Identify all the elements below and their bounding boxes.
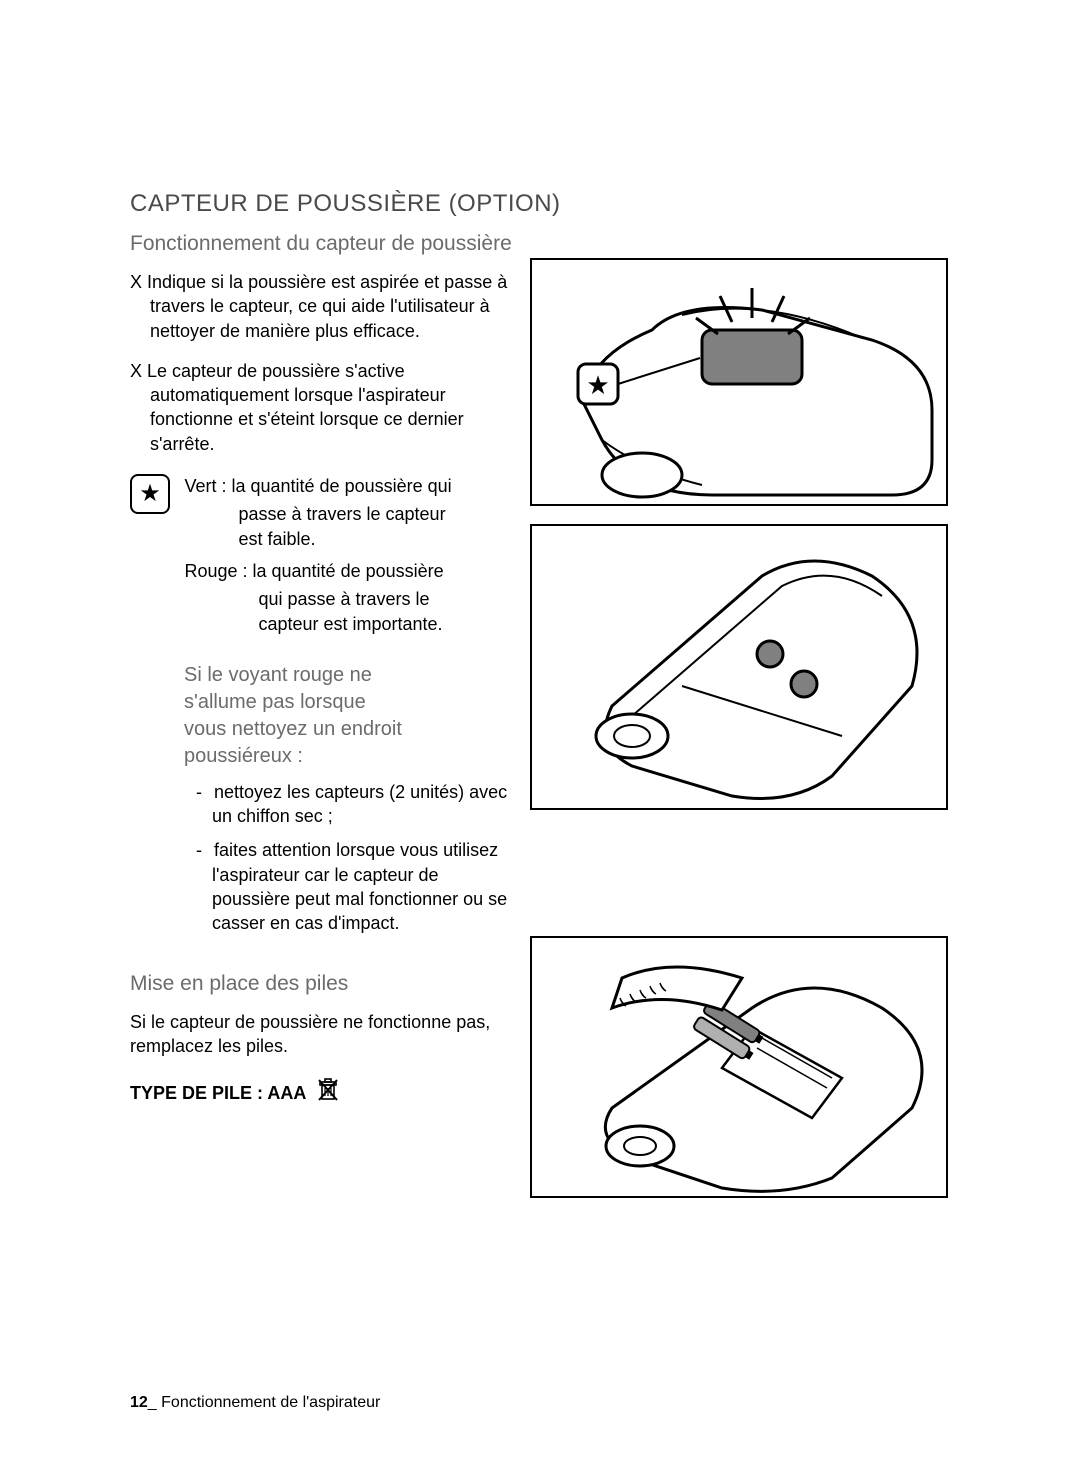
legend-green-line2: passe à travers le capteur	[184, 502, 494, 526]
battery-type: TYPE DE PILE : AAA	[130, 1078, 510, 1107]
battery-type-label: TYPE DE PILE : AAA	[130, 1083, 306, 1103]
star-icon: ★	[130, 474, 170, 514]
no-dispose-icon	[317, 1078, 339, 1107]
warning-heading: Si le voyant rouge ne s'allume pas lorsq…	[184, 662, 510, 770]
warn-l3: vous nettoyez un endroit	[184, 716, 510, 743]
warn-item-1: nettoyez les capteurs (2 unités) avec un…	[184, 780, 510, 829]
warn-l2: s'allume pas lorsque	[184, 689, 510, 716]
legend-green-label: Vert :	[184, 476, 231, 496]
legend-red-label: Rouge :	[184, 561, 252, 581]
page-footer: 12_ Fonctionnement de l'aspirateur	[130, 1394, 380, 1412]
warning-list: nettoyez les capteurs (2 unités) avec un…	[184, 780, 510, 936]
figure-sensor-units	[530, 524, 948, 810]
legend-red-line3: capteur est importante.	[184, 612, 494, 636]
legend-green-line3: est faible.	[184, 527, 494, 551]
battery-text: Si le capteur de poussière ne fonctionne…	[130, 1010, 510, 1059]
legend-green: Vert : la quantité de poussière qui	[184, 474, 494, 498]
legend-red-line2: qui passe à travers le	[184, 587, 494, 611]
warn-l1: Si le voyant rouge ne	[184, 662, 510, 689]
bullet-1: X Indique si la poussière est aspirée et…	[130, 270, 510, 343]
legend-green-line1: la quantité de poussière qui	[231, 476, 451, 496]
warn-l4: poussiéreux :	[184, 743, 510, 770]
page-number: 12	[130, 1394, 148, 1411]
footer-text: Fonctionnement de l'aspirateur	[161, 1394, 380, 1411]
warn-item-2: faites attention lorsque vous utilisez l…	[184, 838, 510, 935]
svg-text:★: ★	[586, 370, 609, 400]
figure-sensor-light: ★	[530, 258, 948, 506]
bullet-2: X Le capteur de poussière s'active autom…	[130, 359, 510, 456]
figure-battery-install	[530, 936, 948, 1198]
legend-red-line1: la quantité de poussière	[253, 561, 444, 581]
footer-sep: _	[148, 1394, 161, 1411]
subsection-title-1: Fonctionnement du capteur de poussière	[130, 232, 950, 256]
legend-red: Rouge : la quantité de poussière	[184, 559, 494, 583]
section-title: CAPTEUR DE POUSSIÈRE (OPTION)	[130, 190, 950, 218]
